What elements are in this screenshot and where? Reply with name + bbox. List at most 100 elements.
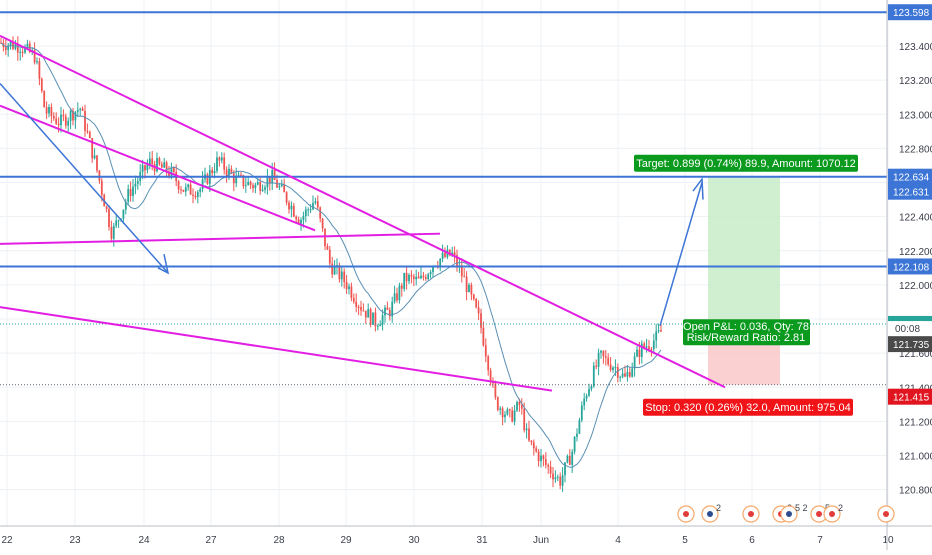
candle-body xyxy=(592,365,595,387)
candle-body xyxy=(67,120,70,126)
candle-body xyxy=(343,271,346,282)
candle-body xyxy=(312,202,314,210)
event-dot-icon[interactable] xyxy=(829,511,835,517)
candle-body xyxy=(460,265,463,277)
price-tag-label[interactable]: 122.631 xyxy=(893,188,930,199)
candle-body xyxy=(256,182,259,185)
candle-body xyxy=(228,168,230,176)
candle-body xyxy=(110,227,113,239)
candle-body xyxy=(326,246,329,250)
candle-body xyxy=(379,324,382,327)
candle-body xyxy=(427,274,430,279)
projection-arrow-down[interactable] xyxy=(0,83,169,274)
candle-body xyxy=(448,249,451,256)
event-dot-icon[interactable] xyxy=(683,511,689,517)
candle-body xyxy=(626,372,629,377)
candle-body xyxy=(14,44,17,49)
stop-label: Stop: 0.320 (0.26%) 32.0, Amount: 975.04 xyxy=(645,402,850,414)
candle-body xyxy=(520,404,523,409)
arrow-head-up[interactable] xyxy=(692,176,704,200)
candle-body xyxy=(463,276,466,278)
candle-body xyxy=(33,50,36,63)
candle-body xyxy=(146,164,149,171)
event-markers[interactable]: 225 252 xyxy=(677,503,895,523)
candle-body xyxy=(576,433,578,437)
event-dot-icon[interactable] xyxy=(816,511,822,517)
candle-body xyxy=(511,410,514,422)
candle-body xyxy=(374,312,377,327)
x-tick-label: 30 xyxy=(408,535,420,546)
candle-body xyxy=(638,349,641,357)
candle-body xyxy=(417,276,420,279)
candle-body xyxy=(172,167,175,172)
projection-arrow-up[interactable] xyxy=(659,182,703,327)
candle-body xyxy=(127,189,130,202)
candle-body xyxy=(381,315,384,325)
moving-average-line xyxy=(0,42,662,468)
candle-body xyxy=(43,91,46,108)
price-tag-label[interactable]: 121.735 xyxy=(893,340,930,351)
event-dot-icon[interactable] xyxy=(786,511,792,517)
candle-body xyxy=(213,171,216,174)
candle-body xyxy=(398,285,401,301)
candle-body xyxy=(602,350,605,357)
candle-body xyxy=(333,266,336,275)
price-tag-label[interactable]: 123.598 xyxy=(893,8,930,19)
x-tick-label: 31 xyxy=(476,535,488,546)
position-zones xyxy=(708,176,780,385)
candle-body xyxy=(230,168,233,174)
price-tag-label[interactable]: 122.108 xyxy=(893,262,930,273)
candle-body xyxy=(554,477,557,480)
candle-body xyxy=(108,209,110,228)
candle-body xyxy=(165,162,168,173)
candle-body xyxy=(292,205,295,217)
candle-body xyxy=(261,189,264,191)
candle-body xyxy=(158,158,161,165)
event-dot-icon[interactable] xyxy=(748,511,754,517)
price-tag-box xyxy=(888,336,932,353)
candle-body xyxy=(657,330,660,332)
candle-body xyxy=(69,110,72,121)
x-tick-label: 24 xyxy=(138,535,150,546)
event-dot-icon[interactable] xyxy=(707,511,713,517)
candle-body xyxy=(456,255,458,267)
candle-body xyxy=(184,187,187,192)
candle-body xyxy=(254,184,257,189)
trendline-main-descending[interactable] xyxy=(0,34,726,389)
candle-body xyxy=(480,313,482,328)
candle-body xyxy=(45,107,48,114)
candle-body xyxy=(516,401,518,411)
candle-body xyxy=(559,476,562,486)
trendline-lower-channel[interactable] xyxy=(0,306,553,392)
candle-body xyxy=(170,167,173,176)
candle-body xyxy=(470,284,473,295)
candle-body xyxy=(249,181,252,185)
candle-body xyxy=(9,41,12,46)
candle-body xyxy=(405,272,408,282)
candle-body xyxy=(98,170,101,181)
candle-body xyxy=(50,107,53,116)
trendline-upper-channel[interactable] xyxy=(0,104,316,232)
price-tag-label[interactable]: 122.634 xyxy=(893,173,930,184)
candle-body xyxy=(518,401,521,405)
candle-body xyxy=(422,275,425,278)
arrow-head-down[interactable] xyxy=(157,254,170,275)
candle-body xyxy=(412,276,415,280)
event-dot-icon[interactable] xyxy=(883,511,889,517)
y-tick-label: 123.000 xyxy=(899,110,932,121)
price-tag-label[interactable]: 121.415 xyxy=(893,393,930,404)
drawings[interactable] xyxy=(0,11,887,392)
y-tick-label: 121.600 xyxy=(899,349,932,360)
candle-body xyxy=(607,357,610,365)
trendline-horizontal-support[interactable] xyxy=(0,232,441,245)
candle-body xyxy=(619,376,622,378)
candle-body xyxy=(117,220,120,222)
candle-body xyxy=(614,367,617,369)
candle-body xyxy=(532,442,535,449)
candle-body xyxy=(328,249,331,264)
candle-body xyxy=(621,373,624,377)
